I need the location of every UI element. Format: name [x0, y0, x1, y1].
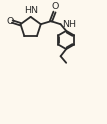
Text: O: O: [52, 1, 59, 11]
Text: NH: NH: [62, 19, 76, 29]
Text: O: O: [6, 16, 14, 26]
Text: HN: HN: [24, 6, 38, 15]
